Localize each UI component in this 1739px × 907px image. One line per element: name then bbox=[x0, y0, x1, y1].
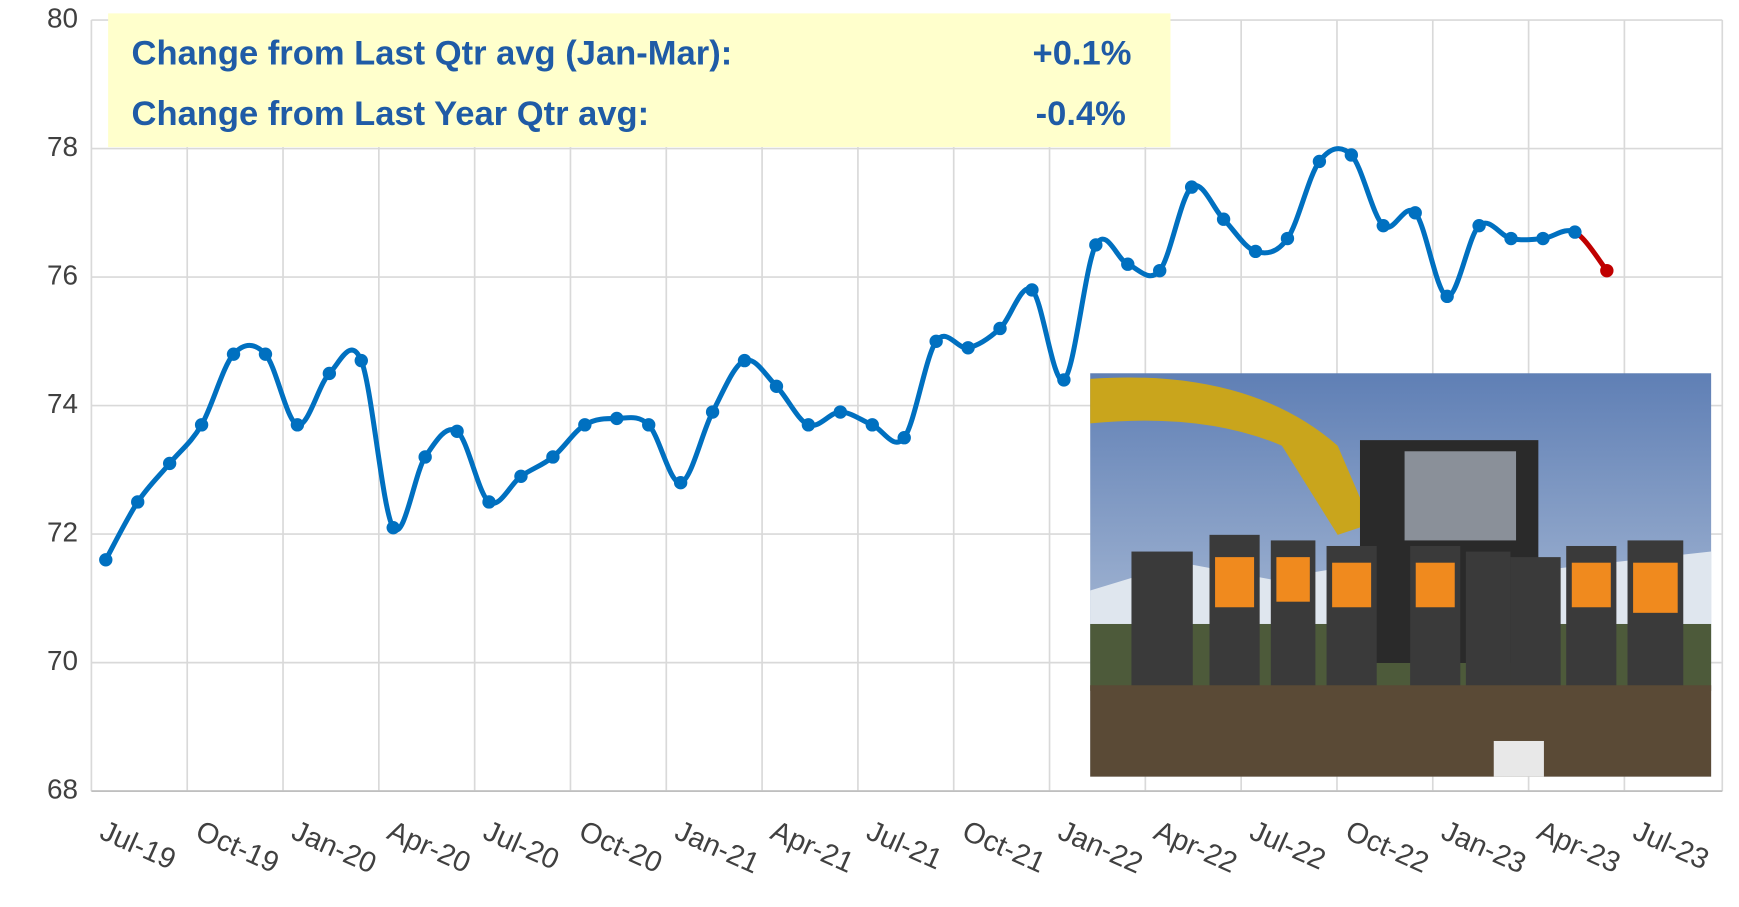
data-point bbox=[897, 431, 911, 445]
data-point bbox=[1121, 257, 1135, 271]
data-point bbox=[1280, 231, 1295, 246]
data-point bbox=[1057, 373, 1071, 387]
data-point bbox=[1504, 231, 1518, 246]
data-point bbox=[610, 411, 624, 426]
x-tick-label: Oct-19 bbox=[191, 815, 283, 880]
y-tick-label: 80 bbox=[47, 2, 78, 33]
data-point bbox=[418, 450, 432, 464]
data-point bbox=[1568, 225, 1582, 239]
data-point bbox=[801, 418, 816, 432]
data-point bbox=[226, 347, 241, 361]
x-tick-label: Jan-20 bbox=[287, 815, 381, 880]
data-point bbox=[1408, 206, 1422, 220]
y-tick-label: 68 bbox=[47, 773, 78, 804]
annotation-value: -0.4% bbox=[1036, 95, 1126, 133]
data-point bbox=[769, 379, 784, 393]
x-tick-label: Jul-20 bbox=[478, 815, 563, 876]
data-point bbox=[162, 456, 177, 471]
x-tick-label: Jan-23 bbox=[1437, 815, 1531, 880]
data-point bbox=[1312, 154, 1327, 169]
data-point bbox=[961, 341, 975, 355]
data-point bbox=[833, 405, 848, 419]
data-point bbox=[993, 321, 1007, 336]
data-point bbox=[737, 353, 752, 368]
data-point bbox=[1600, 263, 1614, 278]
photo bbox=[1090, 373, 1712, 777]
data-point bbox=[1472, 218, 1486, 233]
x-tick-label: Oct-20 bbox=[574, 815, 666, 880]
data-point bbox=[514, 469, 528, 483]
data-point bbox=[578, 418, 592, 432]
data-point bbox=[354, 353, 368, 368]
annotation-box bbox=[108, 13, 1171, 148]
data-point bbox=[322, 366, 337, 381]
x-tick-label: Apr-22 bbox=[1149, 815, 1241, 880]
data-point bbox=[1344, 148, 1359, 162]
data-point bbox=[290, 418, 305, 432]
data-point bbox=[1089, 238, 1103, 252]
data-point bbox=[1025, 283, 1039, 297]
highlight-line bbox=[1573, 229, 1609, 273]
x-tick-label: Oct-22 bbox=[1341, 815, 1433, 880]
data-point bbox=[482, 495, 496, 509]
data-point bbox=[673, 476, 688, 490]
data-point bbox=[1440, 289, 1454, 304]
data-point bbox=[194, 418, 209, 432]
y-tick-label: 72 bbox=[47, 516, 78, 547]
y-tick-label: 78 bbox=[47, 131, 78, 162]
data-point bbox=[1184, 180, 1199, 194]
data-point bbox=[1153, 263, 1167, 278]
annotation-value: +0.1% bbox=[1033, 35, 1132, 73]
annotation-label: Change from Last Year Qtr avg: bbox=[132, 95, 650, 133]
data-point bbox=[99, 553, 113, 567]
x-tick-label: Jul-22 bbox=[1245, 815, 1330, 876]
y-tick-label: 70 bbox=[47, 645, 78, 676]
data-point bbox=[131, 495, 145, 509]
x-tick-label: Jul-23 bbox=[1628, 815, 1713, 876]
x-tick-label: Apr-21 bbox=[766, 815, 858, 880]
data-point bbox=[1536, 231, 1550, 246]
x-tick-label: Jan-22 bbox=[1053, 815, 1147, 880]
y-tick-label: 74 bbox=[47, 388, 78, 419]
x-tick-label: Oct-21 bbox=[958, 815, 1050, 880]
x-tick-label: Apr-20 bbox=[383, 815, 475, 880]
x-tick-label: Jul-19 bbox=[95, 815, 180, 876]
data-point bbox=[929, 334, 943, 349]
data-point bbox=[450, 424, 464, 438]
data-point bbox=[258, 347, 273, 361]
data-point bbox=[1376, 218, 1390, 233]
data-point bbox=[1248, 244, 1263, 259]
y-tick-label: 76 bbox=[47, 259, 78, 290]
data-point bbox=[546, 450, 560, 464]
data-point bbox=[386, 520, 400, 535]
x-tick-label: Jul-21 bbox=[862, 815, 947, 876]
x-tick-label: Jan-21 bbox=[670, 815, 764, 880]
x-tick-label: Apr-23 bbox=[1532, 815, 1624, 880]
data-point bbox=[642, 418, 656, 432]
data-point bbox=[865, 418, 879, 432]
series bbox=[99, 146, 1614, 567]
data-point bbox=[705, 405, 720, 419]
annotation-label: Change from Last Qtr avg (Jan-Mar): bbox=[132, 35, 733, 73]
data-point bbox=[1216, 212, 1231, 226]
